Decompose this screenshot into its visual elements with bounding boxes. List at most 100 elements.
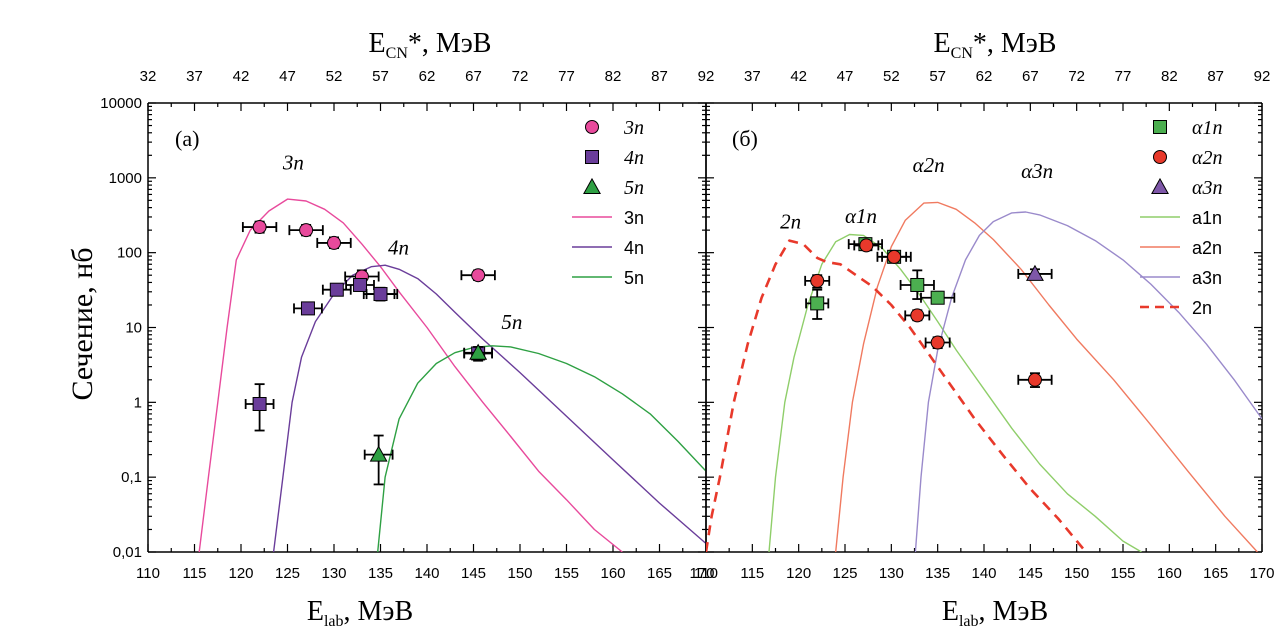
y-tick-label: 1000	[109, 170, 142, 187]
top-tick-label: 77	[558, 68, 575, 85]
panel-label: (a)	[175, 126, 199, 151]
x-tick-label: 115	[740, 565, 764, 582]
legend-label: a3n	[1192, 268, 1222, 288]
curve-a3n	[914, 211, 1262, 552]
curve-a2n	[835, 201, 1258, 552]
legend-label: 3n	[624, 208, 644, 228]
x-tick-label: 125	[275, 565, 300, 582]
x-tick-label: 145	[1018, 565, 1043, 582]
legend-marker-swatch	[1151, 177, 1169, 194]
curve-a1n	[768, 233, 1142, 552]
top-tick-label: 72	[1068, 68, 1085, 85]
legend-marker-swatch	[1153, 150, 1167, 164]
legend-marker-swatch	[585, 120, 599, 134]
legend-label: α2n	[1192, 147, 1223, 169]
top-tick-label: 42	[233, 68, 250, 85]
top-tick-label: 87	[1207, 68, 1224, 85]
top-tick-label: 87	[651, 68, 668, 85]
top-tick-label: 57	[929, 68, 946, 85]
top-tick-label: 82	[1161, 68, 1178, 85]
data-point-α1n	[930, 290, 945, 305]
y-tick-label: 10000	[100, 95, 142, 112]
top-tick-label: 72	[512, 68, 529, 85]
top-tick-label: 92	[1254, 68, 1271, 85]
top-tick-label: 57	[372, 68, 389, 85]
top-tick-label: 47	[837, 68, 854, 85]
legend-label: 4n	[624, 238, 644, 258]
x-tick-label: 155	[554, 565, 579, 582]
data-point-5n	[469, 343, 488, 360]
x-tick-label: 135	[368, 565, 393, 582]
top-tick-label: 92	[698, 68, 715, 85]
x-tick-label: 165	[647, 565, 672, 582]
curve-annotation: 4n	[388, 235, 409, 259]
top-tick-label: 42	[790, 68, 807, 85]
data-point-4n	[353, 277, 368, 292]
data-point-α2n	[1027, 372, 1042, 387]
top-tick-label: 77	[1115, 68, 1132, 85]
data-point-4n	[329, 282, 344, 297]
x-axis-label-a: Elab, МэВ	[307, 596, 413, 629]
x-tick-label: 120	[228, 565, 253, 582]
x-tick-label: 150	[507, 565, 532, 582]
legend-label: 4n	[624, 147, 644, 169]
top-axis-label-a: ECN*, МэВ	[369, 28, 492, 62]
x-tick-label: 125	[832, 565, 857, 582]
data-point-3n	[299, 223, 314, 238]
data-point-5n	[369, 445, 388, 462]
x-tick-label: 130	[321, 565, 346, 582]
x-tick-label: 155	[1110, 565, 1135, 582]
panel-label: (б)	[732, 126, 758, 151]
x-tick-label: 160	[1157, 565, 1182, 582]
data-point-α1n	[910, 277, 925, 292]
data-point-α2n	[887, 249, 902, 264]
x-tick-label: 150	[1064, 565, 1089, 582]
y-tick-label: 0,1	[121, 469, 142, 486]
top-tick-label: 82	[605, 68, 622, 85]
legend-item: 5n	[572, 268, 644, 288]
x-tick-label: 110	[694, 565, 718, 582]
data-point-3n	[252, 220, 267, 235]
x-tick-label: 120	[786, 565, 811, 582]
legend-item: 5n	[583, 177, 644, 199]
legend-item: a1n	[1140, 208, 1222, 228]
legend-label: a1n	[1192, 208, 1222, 228]
curve-annotation: α2n	[913, 153, 945, 177]
top-tick-label: 62	[419, 68, 436, 85]
legend-item: 3n	[585, 117, 644, 139]
legend-label: a2n	[1192, 238, 1222, 258]
y-axis-label: Сечение, нб	[66, 247, 99, 400]
x-tick-label: 160	[600, 565, 625, 582]
y-tick-label: 10	[125, 320, 142, 337]
data-point-4n	[252, 397, 267, 412]
x-tick-label: 140	[414, 565, 439, 582]
legend-item: 3n	[572, 208, 644, 228]
top-tick-label: 52	[326, 68, 343, 85]
y-tick-label: 100	[117, 245, 142, 262]
legend-marker-swatch	[583, 177, 601, 194]
curve-annotation: 3n	[282, 150, 304, 174]
legend-item: a3n	[1140, 268, 1222, 288]
data-point-α2n	[810, 273, 825, 288]
legend-marker-swatch	[1153, 120, 1167, 134]
legend-item: α1n	[1153, 117, 1223, 139]
curve-4n	[272, 264, 706, 552]
curve-5n	[377, 345, 706, 552]
x-tick-label: 130	[879, 565, 904, 582]
top-tick-label: 37	[744, 68, 761, 85]
x-tick-label: 140	[971, 565, 996, 582]
x-tick-label: 115	[183, 565, 207, 582]
top-tick-label: 52	[883, 68, 900, 85]
data-point-3n	[327, 235, 341, 250]
top-tick-label: 47	[279, 68, 296, 85]
legend-item: 2n	[1140, 298, 1212, 318]
top-tick-label: 62	[976, 68, 993, 85]
data-point-3n	[471, 268, 486, 283]
panel-b: 110 115 120 125 130 135 140 145 150 155 160 165 170 3…	[694, 68, 1274, 582]
data-point-α2n	[930, 335, 945, 350]
top-tick-label: 32	[140, 68, 157, 85]
legend-label: 3n	[623, 117, 644, 139]
legend-item: 4n	[572, 238, 644, 258]
data-point-4n	[373, 287, 388, 302]
legend-label: α1n	[1192, 117, 1223, 139]
